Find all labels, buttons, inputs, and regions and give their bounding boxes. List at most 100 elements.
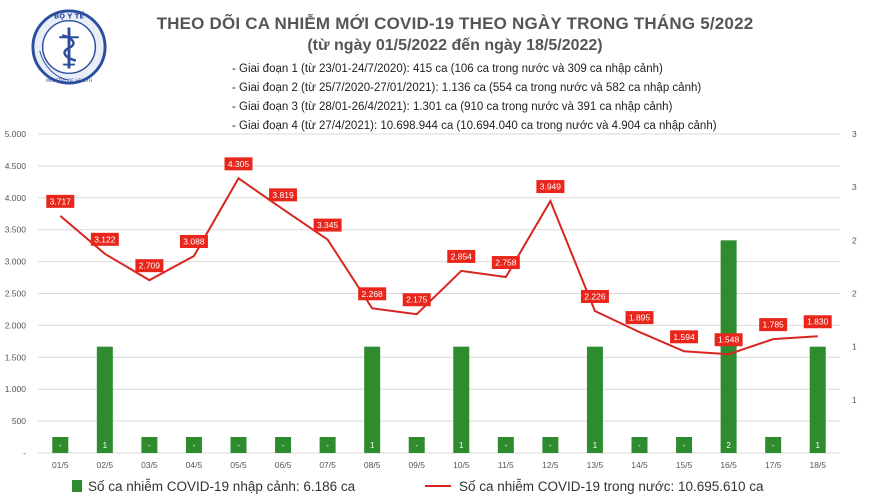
y-right-tick-label: 3: [852, 182, 857, 192]
bar: [319, 437, 336, 453]
bar: [631, 437, 648, 453]
bar: [96, 346, 113, 453]
x-tick-label: 01/5: [52, 460, 69, 470]
legend-line-swatch: [425, 485, 451, 487]
line-data-label: 2.709: [139, 261, 161, 271]
ministry-of-health-logo: BỘ Y TẾ MINISTRY OF HEALTH: [31, 9, 107, 85]
line-data-label: 1.785: [763, 320, 785, 330]
bar: [676, 437, 693, 453]
y-right-tick-label: 2: [852, 289, 857, 299]
period-2-line: - Giai đoạn 2 (từ 25/7/2020-27/01/2021):…: [232, 82, 702, 94]
x-tick-label: 03/5: [141, 460, 158, 470]
y-left-tick-label: 2.500: [5, 289, 27, 299]
y-right-tick-label: 2: [852, 235, 857, 245]
line-data-label-box: [491, 256, 520, 270]
bar: [230, 437, 247, 453]
domestic-cases-line: [59, 176, 818, 356]
svg-text:BỘ Y TẾ: BỘ Y TẾ: [54, 11, 84, 21]
bar-data-label: -: [683, 441, 686, 450]
line-data-label-box: [224, 157, 253, 171]
y-left-tick-label: 4.500: [5, 161, 27, 171]
line-data-label: 4.305: [228, 159, 250, 169]
bar-data-label: 1: [103, 441, 108, 450]
line-data-label-box: [135, 259, 164, 273]
bar-data-label: -: [638, 441, 641, 450]
bar-data-label: -: [282, 441, 285, 450]
x-tick-label: 05/5: [230, 460, 247, 470]
bar-data-label: -: [504, 441, 507, 450]
line-data-label-box: [670, 330, 699, 344]
y-left-tick-label: 3.500: [5, 225, 27, 235]
bar-data-label: -: [237, 441, 240, 450]
x-tick-label: 04/5: [186, 460, 203, 470]
period-1-line: - Giai đoạn 1 (từ 23/01-24/7/2020): 415 …: [232, 63, 663, 75]
bar: [141, 437, 158, 453]
y-left-tick-label: 1.000: [5, 384, 27, 394]
svg-text:MINISTRY OF HEALTH: MINISTRY OF HEALTH: [46, 78, 92, 84]
line-data-label-box: [580, 289, 609, 303]
line-data-label: 2.854: [451, 251, 473, 261]
bar-data-label: -: [772, 441, 775, 450]
x-tick-label: 15/5: [676, 460, 693, 470]
y-right-tick-label: 1: [852, 395, 857, 405]
x-tick-label: 11/5: [498, 460, 514, 470]
legend-imported-cases: Số ca nhiễm COVID-19 nhập cảnh: 6.186 ca: [72, 479, 355, 494]
period-3-line: - Giai đoạn 3 (từ 28/01-26/4/2021): 1.30…: [232, 101, 673, 113]
x-tick-label: 07/5: [319, 460, 336, 470]
line-data-label-box: [46, 194, 75, 208]
x-tick-label: 06/5: [275, 460, 292, 470]
legend-line-label: Số ca nhiễm COVID-19 trong nước: 10.695.…: [459, 479, 764, 494]
chart-subtitle: (từ ngày 01/5/2022 đến ngày 18/5/2022): [307, 37, 603, 54]
bar-data-label: -: [549, 441, 552, 450]
line-data-label: 2.758: [495, 258, 517, 268]
chart-title: THEO DÕI CA NHIỄM MỚI COVID-19 THEO NGÀY…: [156, 14, 754, 33]
x-tick-label: 17/5: [765, 460, 782, 470]
line-data-label: 2.175: [406, 295, 428, 305]
y-left-tick-label: 500: [12, 416, 26, 426]
bar: [542, 437, 559, 453]
y-left-tick-label: 1.500: [5, 352, 27, 362]
line-data-label: 3.949: [540, 182, 562, 192]
x-tick-label: 10/5: [453, 460, 470, 470]
y-left-tick-label: 4.000: [5, 193, 27, 203]
bar-data-label: 1: [593, 441, 598, 450]
bar: [275, 437, 292, 453]
x-tick-label: 16/5: [720, 460, 737, 470]
line-data-label-box: [625, 311, 654, 325]
covid-cases-chart: - 500 1.000 1.500 2.000 2.500 3.000 3.500 4.000 4…: [5, 129, 857, 470]
line-data-label-box: [536, 180, 565, 194]
line-data-label: 1.830: [807, 317, 829, 327]
line-data-label-box: [313, 218, 342, 232]
bar: [497, 437, 514, 453]
x-tick-label: 14/5: [631, 460, 648, 470]
bar-data-label: 1: [370, 441, 375, 450]
line-data-label: 1.548: [718, 335, 740, 345]
bar-data-label: -: [148, 441, 151, 450]
line-data-label: 1.594: [673, 332, 695, 342]
line-data-label-box: [447, 249, 476, 263]
line-data-label-box: [358, 287, 387, 301]
line-data-label: 3.819: [272, 190, 294, 200]
period-summary-list: - Giai đoạn 1 (từ 23/01-24/7/2020): 415 …: [232, 60, 717, 136]
y-left-tick-label: 3.000: [5, 257, 27, 267]
line-data-label: 2.226: [584, 291, 606, 301]
bar: [809, 346, 826, 453]
x-tick-label: 02/5: [97, 460, 114, 470]
x-tick-label: 12/5: [542, 460, 559, 470]
bar-data-label: -: [59, 441, 62, 450]
line-data-label-box: [714, 333, 743, 347]
bar: [52, 437, 69, 453]
line-data-label-box: [90, 232, 119, 246]
bar: [765, 437, 782, 453]
bar-data-label: 1: [815, 441, 820, 450]
legend-bar-swatch: [72, 480, 82, 492]
line-data-label: 2.268: [362, 289, 384, 299]
line-data-label: 3.345: [317, 220, 339, 230]
bar: [185, 437, 202, 453]
x-tick-label: 18/5: [809, 460, 826, 470]
bar: [408, 437, 425, 453]
bar-data-label: -: [326, 441, 329, 450]
bar: [720, 240, 737, 453]
line-data-label-box: [179, 234, 208, 248]
x-tick-label: 09/5: [408, 460, 425, 470]
